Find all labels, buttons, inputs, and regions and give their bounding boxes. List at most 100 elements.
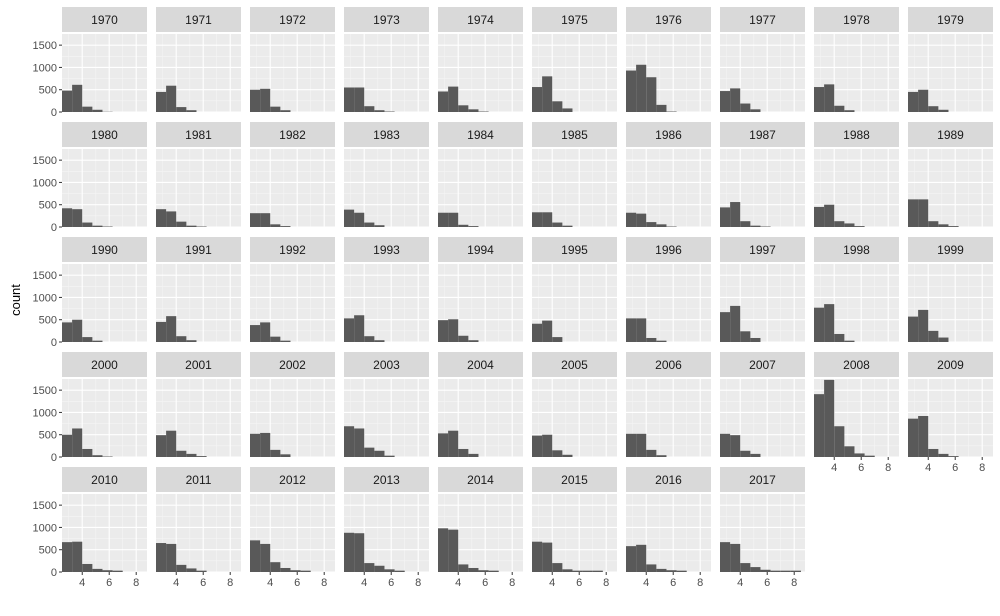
- facet-panel: 1970 0 500 1000 1500: [33, 7, 147, 119]
- facet-strip-label: 2004: [467, 358, 494, 372]
- histogram-bar: [250, 213, 261, 227]
- y-tick-label: 0: [51, 337, 57, 349]
- histogram-bar: [270, 106, 281, 112]
- facet-strip-label: 1978: [843, 13, 870, 27]
- histogram-bar: [166, 430, 177, 457]
- histogram-bar: [176, 336, 187, 342]
- facet-strip: [156, 237, 241, 262]
- facet-panel: 2006: [626, 352, 711, 458]
- histogram-bar: [908, 199, 919, 227]
- histogram-bar: [186, 225, 197, 227]
- histogram-bar: [354, 533, 365, 572]
- histogram-bar: [374, 450, 385, 457]
- facet-panel: 2001: [156, 352, 241, 458]
- x-tick-label: 8: [321, 577, 327, 589]
- facet-panel: 2016 4 6 8: [626, 467, 711, 589]
- x-tick-label: 4: [549, 577, 555, 589]
- facet-strip-label: 1977: [749, 13, 776, 27]
- facet-strip-label: 2005: [561, 358, 588, 372]
- y-tick-label: 0: [51, 452, 57, 464]
- histogram-bar: [542, 212, 553, 227]
- facet-panel: 1973: [344, 7, 429, 113]
- y-tick-label: 1000: [33, 177, 57, 189]
- histogram-bar: [864, 455, 875, 457]
- histogram-bar: [720, 433, 731, 457]
- histogram-bar: [82, 563, 93, 572]
- facet-panel: 1994: [438, 237, 523, 343]
- facet-strip-label: 2017: [749, 473, 776, 487]
- histogram-bar: [438, 320, 449, 342]
- histogram-bar: [458, 448, 469, 457]
- histogram-bar: [938, 453, 949, 457]
- facet-panel: 1983: [344, 122, 429, 228]
- histogram-bar: [260, 322, 271, 342]
- y-tick-label: 1000: [33, 292, 57, 304]
- facet-strip-label: 2011: [186, 473, 212, 487]
- histogram-bar: [908, 418, 919, 457]
- x-tick-label: 4: [737, 577, 743, 589]
- y-tick-label: 1500: [33, 270, 57, 282]
- facet-panel: 2010 0 500 1000 1500 4 6 8: [33, 467, 147, 589]
- histogram-bar: [438, 433, 449, 457]
- histogram-bar: [270, 336, 281, 342]
- facet-strip-label: 1970: [91, 13, 118, 27]
- facet-panel: 1990 0 500 1000 1500: [33, 237, 147, 349]
- facet-strip-label: 1998: [843, 243, 870, 257]
- histogram-bar: [448, 86, 459, 112]
- histogram-bar: [918, 415, 929, 457]
- facet-strip-label: 2007: [749, 358, 776, 372]
- x-tick-label: 4: [643, 577, 649, 589]
- histogram-bar: [740, 221, 751, 227]
- facet-strip: [626, 237, 711, 262]
- histogram-bar: [176, 564, 187, 572]
- histogram-bar: [532, 541, 543, 572]
- histogram-bar: [468, 567, 479, 572]
- facet-panel: 2013 4 6 8: [344, 467, 429, 589]
- facet-strip: [908, 237, 993, 262]
- histogram-bar: [394, 570, 405, 572]
- histogram-bar: [844, 340, 855, 342]
- histogram-bar: [186, 110, 197, 112]
- facet-strip-label: 2010: [91, 473, 118, 487]
- facet-strip-label: 1980: [91, 128, 118, 142]
- facet-panel: 1999: [908, 237, 993, 343]
- histogram-bar: [636, 318, 647, 342]
- facet-panel: 1997: [720, 237, 805, 343]
- histogram-bar: [448, 212, 459, 227]
- facet-strip: [62, 352, 147, 377]
- facet-strip: [814, 122, 899, 147]
- y-tick-label: 0: [51, 222, 57, 234]
- histogram-bar: [532, 212, 543, 227]
- y-tick-label: 1500: [33, 40, 57, 52]
- histogram-bar: [166, 316, 177, 342]
- facet-panel: 2004: [438, 352, 523, 458]
- facet-strip: [438, 237, 523, 262]
- facet-strip: [532, 122, 617, 147]
- facet-strip: [814, 7, 899, 32]
- histogram-bar: [750, 225, 761, 227]
- histogram-bar: [448, 529, 459, 572]
- histogram-bar: [562, 569, 573, 572]
- x-tick-label: 6: [670, 577, 676, 589]
- histogram-bar: [196, 570, 207, 572]
- y-tick-label: 0: [51, 567, 57, 579]
- x-tick-label: 6: [106, 577, 112, 589]
- facet-panel: 2005: [532, 352, 617, 458]
- x-tick-label: 6: [200, 577, 206, 589]
- facet-panel: 1989: [908, 122, 993, 228]
- histogram-bar: [938, 337, 949, 342]
- facet-strip-label: 1986: [655, 128, 682, 142]
- histogram-bar: [112, 570, 123, 572]
- facet-panel: 1985: [532, 122, 617, 228]
- facet-strip: [156, 467, 241, 492]
- histogram-bar: [552, 450, 563, 457]
- facet-panel: 1976: [626, 7, 711, 113]
- facet-strip: [438, 7, 523, 32]
- histogram-bar: [552, 563, 563, 572]
- facet-strip: [62, 467, 147, 492]
- histogram-bar: [636, 433, 647, 457]
- facet-strip-label: 1974: [467, 13, 494, 27]
- histogram-bar: [730, 88, 741, 112]
- x-tick-label: 6: [482, 577, 488, 589]
